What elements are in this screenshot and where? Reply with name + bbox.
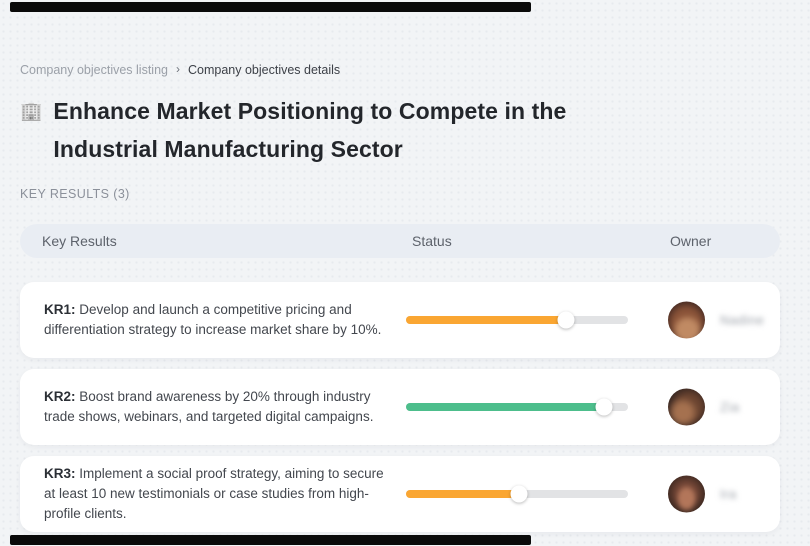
key-result-id: KR1:: [44, 302, 76, 317]
key-results-count-label: KEY RESULTS (3): [20, 187, 130, 201]
building-icon: 🏢: [20, 101, 43, 121]
page-title: Enhance Market Positioning to Compete in…: [53, 98, 567, 162]
progress-slider[interactable]: [406, 485, 628, 503]
chevron-right-icon: ›: [176, 62, 180, 76]
owner-avatar: [668, 302, 705, 339]
key-result-text: KR3: Implement a social proof strategy, …: [44, 464, 394, 524]
owner-cell: Nadine: [668, 302, 764, 339]
progress-knob[interactable]: [595, 398, 613, 416]
table-header: Key Results Status Owner: [20, 224, 780, 258]
key-result-id: KR3:: [44, 466, 76, 481]
key-result-text: KR2: Boost brand awareness by 20% throug…: [44, 387, 394, 427]
key-result-description: Develop and launch a competitive pricing…: [44, 302, 382, 337]
objective-header: 🏢 Enhance Market Positioning to Compete …: [20, 92, 700, 168]
progress-knob[interactable]: [510, 485, 528, 503]
key-result-row-kr1: KR1: Develop and launch a competitive pr…: [20, 282, 780, 358]
key-result-row-kr2: KR2: Boost brand awareness by 20% throug…: [20, 369, 780, 445]
key-result-text: KR1: Develop and launch a competitive pr…: [44, 300, 394, 340]
owner-name: Nadine: [720, 312, 765, 328]
progress-slider[interactable]: [406, 311, 628, 329]
progress-fill: [406, 316, 566, 324]
progress-slider[interactable]: [406, 398, 628, 416]
owner-cell: Zia: [668, 389, 740, 426]
breadcrumb: Company objectives listing › Company obj…: [20, 62, 341, 77]
progress-fill: [406, 403, 604, 411]
column-header-key-results: Key Results: [42, 233, 117, 249]
progress-fill: [406, 490, 520, 498]
key-result-row-kr3: KR3: Implement a social proof strategy, …: [20, 456, 780, 532]
key-result-description: Implement a social proof strategy, aimin…: [44, 466, 384, 521]
owner-cell: Ira: [668, 476, 737, 513]
breadcrumb-current-page: Company objectives details: [188, 63, 341, 77]
owner-avatar: [668, 476, 705, 513]
column-header-status: Status: [412, 233, 452, 249]
key-result-description: Boost brand awareness by 20% through ind…: [44, 389, 374, 424]
redaction-bar-bottom: [10, 535, 531, 545]
key-results-list: KR1: Develop and launch a competitive pr…: [20, 282, 780, 543]
owner-avatar: [668, 389, 705, 426]
breadcrumb-link-objectives-listing[interactable]: Company objectives listing: [20, 63, 168, 77]
owner-name: Zia: [720, 399, 740, 415]
owner-name: Ira: [720, 486, 737, 502]
key-result-id: KR2:: [44, 389, 76, 404]
column-header-owner: Owner: [670, 233, 712, 249]
progress-knob[interactable]: [557, 311, 575, 329]
redaction-bar-top: [10, 2, 531, 12]
